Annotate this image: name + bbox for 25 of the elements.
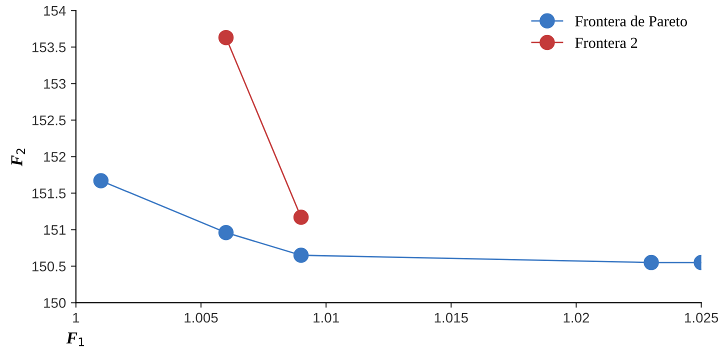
y-tick-label: 150 (44, 298, 66, 308)
point (93, 173, 109, 188)
point (293, 248, 309, 263)
point (293, 210, 309, 225)
y-tick-label: 150.5 (32, 262, 66, 272)
point (218, 224, 234, 240)
y-tick-label: 153 (44, 78, 66, 89)
x-tick-label: 1.01 (314, 312, 339, 323)
x-tick-label: 1.005 (184, 312, 218, 323)
legend-label: Frontera 2 (575, 38, 638, 48)
x-axis-title: F$_{1}$ (66, 332, 84, 346)
point (644, 254, 659, 270)
y-tick-label: 153.5 (32, 42, 66, 52)
x-tick-label: 1.015 (434, 312, 468, 323)
y-tick-label: 151.5 (32, 188, 66, 198)
x-tick-label: 1 (73, 312, 80, 323)
legend-label: Frontera de Pareto (575, 16, 687, 26)
y-tick-label: 152.5 (32, 115, 66, 126)
y-tick-label: 152 (44, 152, 66, 162)
y-tick-label: 151 (44, 225, 66, 235)
point (218, 30, 234, 46)
y-axis-title: F$_{2}$ (11, 148, 25, 166)
y-tick-label: 154 (44, 6, 66, 16)
x-tick-label: 1.025 (684, 312, 718, 323)
x-tick-label: 1.02 (564, 312, 590, 323)
